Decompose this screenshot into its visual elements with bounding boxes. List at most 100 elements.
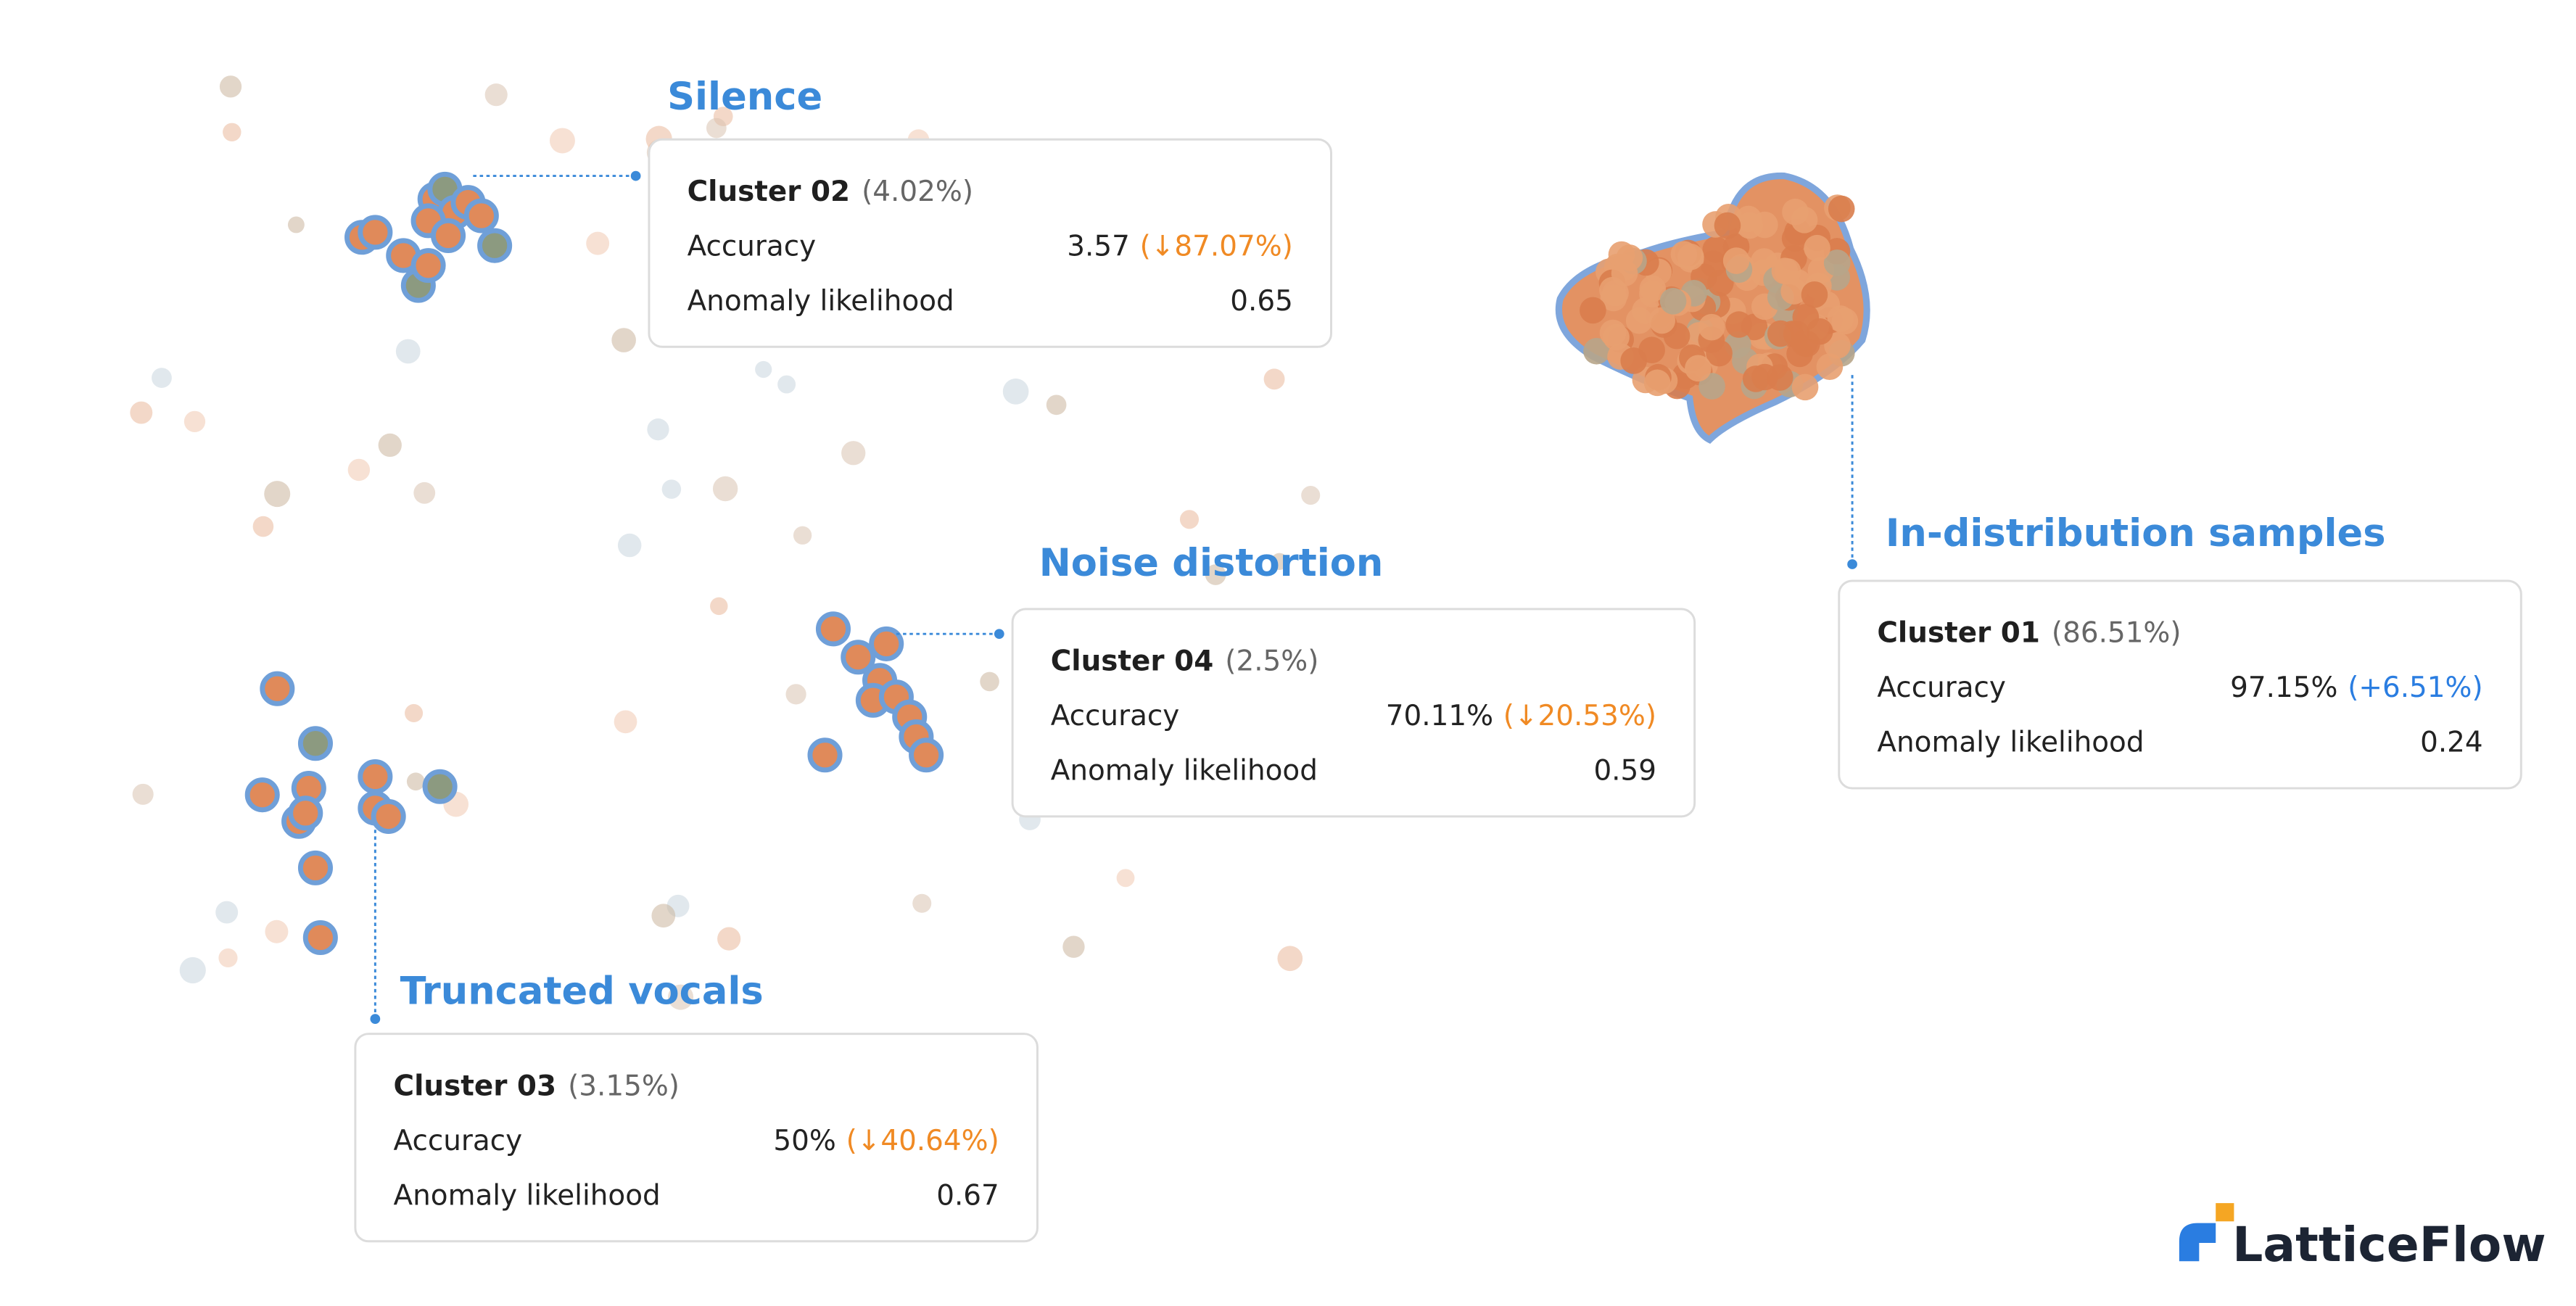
faded-dot	[651, 904, 676, 928]
cluster-share: (86.51%)	[2052, 617, 2181, 650]
cluster-dot	[1766, 364, 1793, 391]
cluster-dot	[1725, 311, 1752, 338]
connector-dot	[370, 1014, 381, 1024]
cluster-dot	[1816, 353, 1844, 380]
faded-dot	[549, 128, 575, 154]
cluster-dot	[1804, 234, 1830, 262]
accuracy-change: (↓87.07%)	[1140, 230, 1293, 263]
faded-dot	[1301, 486, 1321, 505]
cluster-dot	[869, 626, 904, 661]
cluster-dot	[431, 218, 466, 253]
row-label: Anomaly likelihood	[1877, 727, 2144, 759]
cluster-heading: Cluster 01 (86.51%)	[1877, 617, 2181, 650]
cluster-dot	[1648, 307, 1676, 334]
cluster-dot	[1707, 269, 1734, 297]
faded-dot	[755, 360, 772, 379]
faded-dot	[647, 418, 669, 441]
cluster-dot	[1831, 307, 1859, 335]
cluster-dot	[297, 850, 334, 885]
faded-dot	[347, 458, 371, 482]
cluster-dot	[1608, 241, 1635, 268]
cluster-dot	[1742, 365, 1770, 392]
faded-dot	[406, 772, 425, 791]
row-label: Accuracy	[688, 230, 817, 263]
card-title: Noise distortion	[1039, 541, 1384, 585]
cluster-dot	[1771, 257, 1799, 284]
faded-dot	[668, 984, 694, 1010]
card-title: Truncated vocals	[400, 970, 764, 1014]
cluster-card: In-distribution samples Cluster 01 (86.51%…	[1838, 373, 2522, 790]
faded-dot	[793, 526, 812, 545]
cluster-dot	[1685, 355, 1712, 382]
faded-dot	[183, 410, 206, 432]
faded-dot	[841, 441, 866, 466]
faded-dot	[218, 948, 238, 968]
accuracy-change: (+6.51%)	[2348, 671, 2482, 704]
faded-dot	[980, 671, 999, 692]
faded-dot	[179, 956, 206, 984]
connector-dot	[630, 170, 641, 181]
cluster-dot	[422, 769, 458, 804]
faded-dot	[215, 901, 239, 924]
cluster-dot	[1698, 313, 1725, 341]
cluster-cards: Silence Cluster 02 (4.02%) Accuracy 3.57 (↓87…	[354, 75, 2522, 1243]
accuracy-value: 70.11% (↓20.53%)	[1386, 700, 1656, 732]
accuracy-change: (↓20.53%)	[1503, 700, 1656, 732]
cluster-name: Cluster 02	[688, 175, 851, 208]
cluster-dot	[1620, 347, 1648, 374]
faded-dot	[1179, 510, 1200, 529]
row-label: Accuracy	[1051, 700, 1180, 732]
cluster-dot	[1791, 373, 1819, 401]
faded-dot	[617, 533, 642, 558]
cluster-dot	[410, 248, 446, 284]
faded-dot	[1002, 379, 1029, 405]
faded-dot	[265, 919, 289, 943]
connector-dot	[994, 629, 1004, 640]
accuracy-change: (↓40.64%)	[846, 1125, 999, 1157]
card-box	[354, 1033, 1039, 1243]
accuracy: 70.11%	[1386, 700, 1493, 732]
faded-dot	[611, 328, 636, 352]
cluster-dot	[1780, 278, 1807, 305]
cluster-dot	[477, 228, 513, 263]
logo-square	[2216, 1203, 2234, 1222]
cluster-card: Silence Cluster 02 (4.02%) Accuracy 3.57 (↓87…	[473, 75, 1332, 348]
faded-dot	[1277, 946, 1303, 972]
cluster-name: Cluster 04	[1051, 645, 1214, 678]
cluster-dot	[1643, 369, 1671, 397]
cluster-dot	[1583, 337, 1610, 365]
connector-dot	[1847, 559, 1857, 569]
faded-dot	[1062, 935, 1085, 958]
accuracy-value: 3.57 (↓87.07%)	[1067, 230, 1293, 263]
cluster-dot	[1659, 287, 1687, 315]
accuracy-value: 97.15% (+6.51%)	[2230, 671, 2483, 704]
faded-dot	[712, 476, 738, 502]
faded-dot	[1205, 564, 1226, 585]
faded-dot	[785, 684, 806, 705]
row-label: Anomaly likelihood	[1051, 755, 1318, 788]
faded-dot	[1263, 368, 1285, 390]
faded-dot	[264, 481, 291, 508]
cluster-dot	[1782, 198, 1809, 226]
faded-dot	[130, 401, 153, 424]
cluster-dot	[1698, 373, 1725, 400]
row-label: Anomaly likelihood	[394, 1179, 661, 1212]
faded-dot	[152, 368, 172, 388]
cluster-dot	[1603, 323, 1630, 351]
cluster-dot	[1792, 303, 1820, 331]
cluster-share: (2.5%)	[1225, 645, 1318, 678]
cluster-dot	[909, 737, 944, 773]
scatter-dots	[130, 75, 1870, 1010]
anomaly-value: 0.67	[936, 1179, 999, 1212]
card-box	[1011, 608, 1696, 818]
anomaly-value: 0.59	[1593, 755, 1656, 788]
logo-mark	[2179, 1223, 2216, 1262]
cluster-dot	[297, 726, 334, 761]
faded-dot	[252, 516, 274, 537]
cluster-card: Noise distortion Cluster 04 (2.5%) Accuracy…	[896, 541, 1696, 818]
faded-dot	[706, 117, 727, 139]
logo: LatticeFlow	[2179, 1203, 2546, 1273]
faded-dot	[614, 710, 637, 734]
card-box	[1838, 579, 2522, 790]
